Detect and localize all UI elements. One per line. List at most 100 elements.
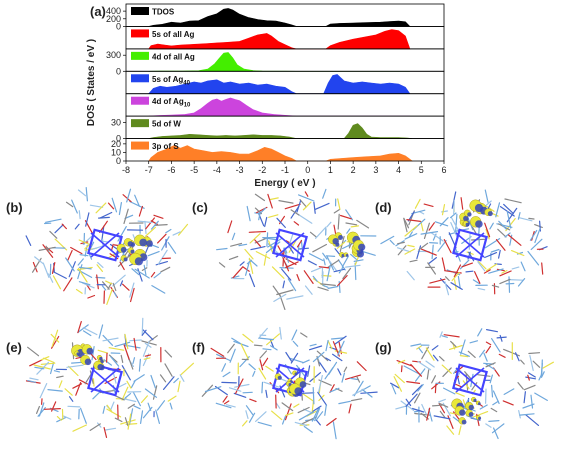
bond bbox=[49, 362, 55, 375]
bond bbox=[414, 198, 421, 209]
bond bbox=[350, 253, 358, 260]
bond bbox=[119, 280, 124, 287]
bond bbox=[165, 228, 172, 234]
bond bbox=[34, 366, 45, 370]
bond bbox=[343, 366, 348, 373]
bond bbox=[61, 223, 68, 230]
bond bbox=[156, 400, 166, 411]
isosurface-blob-dark bbox=[461, 419, 467, 425]
bond bbox=[407, 244, 415, 248]
bond bbox=[291, 329, 298, 341]
bond bbox=[477, 261, 486, 272]
dos-area-4 bbox=[148, 97, 410, 117]
bond bbox=[137, 220, 153, 224]
dos-xtick-label-8: 0 bbox=[305, 165, 310, 175]
bond bbox=[164, 363, 173, 377]
bond bbox=[477, 374, 491, 377]
bond bbox=[164, 349, 173, 358]
legend-subscript-4: 10 bbox=[184, 103, 191, 109]
bond bbox=[484, 222, 491, 238]
bond bbox=[110, 401, 115, 411]
bond bbox=[126, 188, 132, 203]
isosurface-blob-dark bbox=[468, 404, 474, 411]
bond bbox=[142, 406, 153, 419]
bond bbox=[231, 337, 241, 345]
bond bbox=[72, 383, 83, 389]
bond bbox=[121, 386, 129, 401]
bond bbox=[263, 381, 279, 388]
bond bbox=[479, 349, 486, 358]
x-axis-label: Energy ( eV ) bbox=[254, 178, 315, 189]
bond bbox=[120, 419, 136, 425]
bond bbox=[144, 354, 152, 357]
bond bbox=[48, 273, 54, 283]
bond bbox=[304, 191, 309, 197]
legend-label-5: 5d of W bbox=[152, 120, 181, 129]
bond bbox=[221, 381, 237, 384]
bond bbox=[429, 278, 446, 284]
bond bbox=[330, 337, 345, 340]
bond bbox=[395, 405, 407, 410]
bond bbox=[518, 410, 521, 419]
bond bbox=[410, 363, 422, 377]
bond bbox=[235, 378, 244, 394]
isosurface-blob-dark bbox=[120, 246, 127, 253]
bond bbox=[27, 346, 40, 357]
isosurface-blob-dark bbox=[86, 347, 94, 355]
legend-swatch-3 bbox=[131, 74, 149, 83]
bond bbox=[380, 235, 395, 245]
bond bbox=[267, 193, 273, 209]
isosurface-blob-dark bbox=[146, 240, 153, 247]
bond bbox=[470, 373, 474, 388]
bond bbox=[441, 364, 452, 374]
bond bbox=[338, 400, 351, 405]
bond bbox=[504, 232, 511, 238]
bond bbox=[268, 214, 279, 218]
bond bbox=[471, 226, 477, 234]
bond bbox=[493, 427, 499, 440]
isosurface-blob-dark bbox=[139, 238, 148, 247]
dos-area-5 bbox=[148, 123, 413, 139]
bond bbox=[56, 375, 64, 379]
bond bbox=[406, 219, 421, 222]
isosurface-blob-dark bbox=[477, 402, 481, 406]
bond bbox=[84, 372, 93, 385]
bond bbox=[130, 287, 135, 303]
bond bbox=[527, 250, 540, 266]
bond bbox=[173, 377, 179, 384]
bond bbox=[491, 338, 501, 353]
structure-panel-2: (d) bbox=[375, 189, 548, 296]
bond bbox=[451, 191, 457, 209]
bond bbox=[486, 329, 498, 333]
bond bbox=[318, 266, 330, 269]
bond bbox=[130, 380, 136, 388]
bond bbox=[85, 212, 90, 227]
bond bbox=[67, 405, 81, 408]
bond bbox=[259, 359, 264, 371]
bond bbox=[101, 281, 110, 290]
bond bbox=[446, 425, 455, 435]
bond bbox=[127, 403, 135, 409]
bond bbox=[52, 275, 62, 290]
bond bbox=[278, 200, 294, 204]
bond bbox=[276, 217, 286, 228]
bond bbox=[523, 391, 527, 404]
bond bbox=[262, 357, 269, 367]
bond bbox=[523, 384, 536, 391]
bond bbox=[455, 213, 458, 232]
bond bbox=[230, 242, 243, 247]
bond bbox=[430, 231, 444, 242]
bond bbox=[356, 361, 367, 372]
dos-ytick-label-0: 0 bbox=[116, 21, 121, 31]
bond bbox=[82, 330, 92, 337]
bond bbox=[129, 339, 142, 342]
bond bbox=[77, 258, 84, 266]
bond bbox=[437, 240, 447, 252]
bond bbox=[314, 407, 321, 422]
bond bbox=[77, 324, 89, 334]
bond bbox=[144, 220, 147, 234]
bond bbox=[229, 348, 236, 363]
bond bbox=[540, 371, 545, 378]
